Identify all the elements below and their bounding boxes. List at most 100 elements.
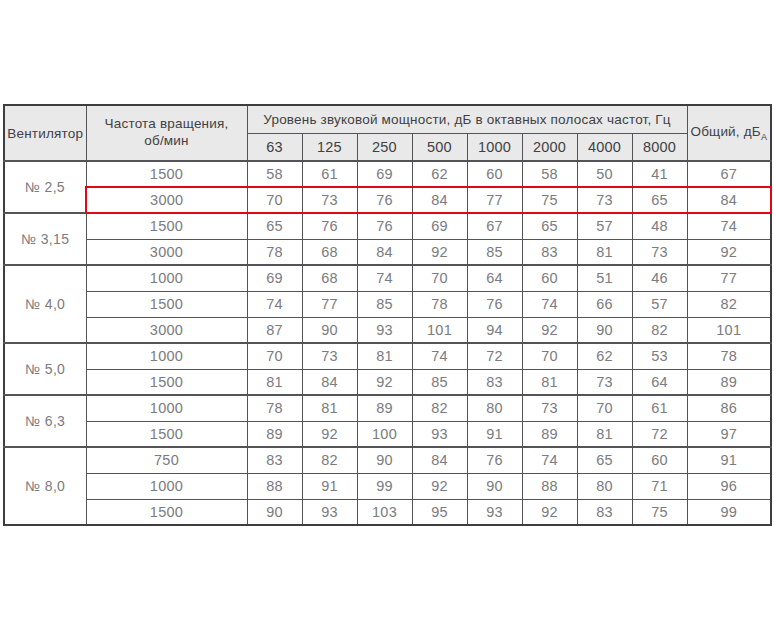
level-value: 58 [247,161,302,187]
level-value: 84 [357,239,412,265]
level-value: 90 [357,447,412,473]
level-value: 70 [577,395,632,421]
level-value: 74 [357,265,412,291]
level-value: 74 [522,291,577,317]
level-value: 69 [357,161,412,187]
level-value: 72 [467,343,522,369]
level-value: 83 [467,369,522,395]
column-header-total: Общий, дБA [687,105,771,161]
level-value: 81 [577,421,632,447]
level-value: 73 [522,395,577,421]
rpm-value: 3000 [86,239,247,265]
level-value: 95 [412,499,467,525]
rpm-value: 1000 [86,473,247,499]
total-value: 78 [687,343,771,369]
fan-label: № 8,0 [4,447,86,525]
level-value: 51 [577,265,632,291]
level-value: 91 [467,421,522,447]
level-value: 74 [247,291,302,317]
level-value: 67 [467,213,522,239]
total-value: 96 [687,473,771,499]
level-value: 53 [632,343,687,369]
level-value: 81 [522,369,577,395]
level-value: 80 [467,395,522,421]
highlighted-table-row: 3000707376847775736584 [4,187,771,213]
level-value: 89 [522,421,577,447]
level-value: 82 [412,395,467,421]
fan-label: № 6,3 [4,395,86,447]
sound-power-table-container: Вентилятор Частота вращения, об/мин Уров… [3,104,771,526]
table-row: № 4,01000696874706460514677 [4,265,771,291]
header-row-top: Вентилятор Частота вращения, об/мин Уров… [4,105,771,133]
table-row: 1500747785787674665782 [4,291,771,317]
level-value: 68 [302,265,357,291]
level-value: 90 [577,317,632,343]
level-value: 68 [302,239,357,265]
level-value: 84 [302,369,357,395]
column-header-total-subscript: A [761,132,767,142]
level-value: 81 [302,395,357,421]
level-value: 48 [632,213,687,239]
rpm-value: 1500 [86,213,247,239]
level-value: 89 [247,421,302,447]
total-value: 99 [687,499,771,525]
total-value: 92 [687,239,771,265]
level-value: 46 [632,265,687,291]
level-value: 85 [467,239,522,265]
level-value: 41 [632,161,687,187]
level-value: 69 [412,213,467,239]
total-value: 91 [687,447,771,473]
level-value: 64 [632,369,687,395]
level-value: 81 [357,343,412,369]
table-row: № 8,0750838290847674656091 [4,447,771,473]
rpm-value: 1500 [86,369,247,395]
level-value: 73 [577,187,632,213]
level-value: 82 [302,447,357,473]
level-value: 84 [412,187,467,213]
level-value: 60 [632,447,687,473]
level-value: 80 [577,473,632,499]
level-value: 90 [247,499,302,525]
total-value: 97 [687,421,771,447]
level-value: 88 [522,473,577,499]
level-value: 92 [522,317,577,343]
level-value: 85 [357,291,412,317]
rpm-value: 1000 [86,265,247,291]
level-value: 78 [247,395,302,421]
level-value: 92 [412,473,467,499]
level-value: 76 [302,213,357,239]
rpm-value: 1500 [86,161,247,187]
level-value: 75 [522,187,577,213]
column-header-total-text: Общий, дБ [690,124,760,139]
level-value: 103 [357,499,412,525]
column-header-speed-line2: об/мин [87,133,247,150]
level-value: 93 [302,499,357,525]
table-row: № 3,151500657676696765574874 [4,213,771,239]
level-value: 78 [412,291,467,317]
level-value: 60 [467,161,522,187]
rpm-value: 1500 [86,421,247,447]
level-value: 50 [577,161,632,187]
frequency-header-cell: 500 [412,133,467,161]
frequency-header-cell: 63 [247,133,302,161]
rpm-value: 1500 [86,291,247,317]
level-value: 65 [577,447,632,473]
frequency-header-cell: 4000 [577,133,632,161]
level-value: 61 [632,395,687,421]
level-value: 76 [357,187,412,213]
total-value: 84 [687,187,771,213]
level-value: 58 [522,161,577,187]
level-value: 74 [412,343,467,369]
table-row: № 6,31000788189828073706186 [4,395,771,421]
frequency-header-cell: 8000 [632,133,687,161]
level-value: 65 [632,187,687,213]
level-value: 91 [302,473,357,499]
total-value: 77 [687,265,771,291]
table-row: 15008992100939189817297 [4,421,771,447]
rpm-value: 1000 [86,395,247,421]
column-header-speed: Частота вращения, об/мин [86,105,247,161]
level-value: 90 [467,473,522,499]
level-value: 65 [247,213,302,239]
level-value: 57 [577,213,632,239]
table-row: 1000889199929088807196 [4,473,771,499]
